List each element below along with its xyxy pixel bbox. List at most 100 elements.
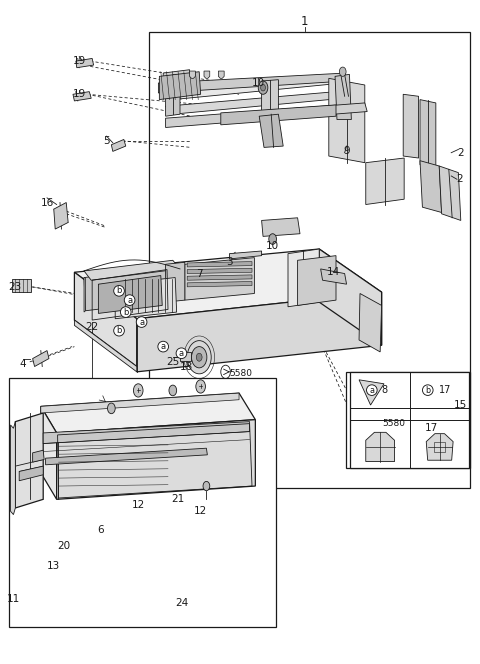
Text: 16: 16 xyxy=(40,197,54,208)
Polygon shape xyxy=(166,92,343,114)
Text: 5580: 5580 xyxy=(382,419,405,428)
Text: a: a xyxy=(369,386,374,394)
Text: 11: 11 xyxy=(7,594,20,604)
Polygon shape xyxy=(11,422,15,515)
Polygon shape xyxy=(137,292,382,372)
Circle shape xyxy=(339,67,346,76)
Polygon shape xyxy=(414,388,432,412)
Polygon shape xyxy=(187,268,252,274)
Polygon shape xyxy=(298,256,336,305)
Polygon shape xyxy=(163,70,190,93)
Text: 2: 2 xyxy=(457,147,464,158)
Text: 18: 18 xyxy=(180,361,193,372)
Polygon shape xyxy=(84,267,174,311)
Text: 10: 10 xyxy=(252,78,265,88)
Bar xyxy=(149,32,470,488)
Text: 8: 8 xyxy=(382,385,388,395)
Polygon shape xyxy=(166,262,185,302)
Circle shape xyxy=(133,384,143,397)
Bar xyxy=(434,442,445,452)
Text: 22: 22 xyxy=(85,321,99,332)
Polygon shape xyxy=(54,203,68,229)
Polygon shape xyxy=(426,434,453,460)
Polygon shape xyxy=(359,293,382,352)
Text: 5: 5 xyxy=(103,135,110,146)
Text: b: b xyxy=(425,386,431,394)
Text: 14: 14 xyxy=(327,267,340,278)
Polygon shape xyxy=(166,103,367,127)
Text: 3: 3 xyxy=(226,257,233,268)
Circle shape xyxy=(196,380,205,393)
Text: 9: 9 xyxy=(343,146,350,157)
Circle shape xyxy=(196,353,202,361)
Text: a: a xyxy=(139,317,144,327)
Polygon shape xyxy=(33,450,44,462)
Text: 19: 19 xyxy=(72,89,86,100)
Text: 12: 12 xyxy=(132,499,145,510)
Text: 17: 17 xyxy=(440,385,452,395)
Text: 10: 10 xyxy=(266,240,279,251)
Circle shape xyxy=(108,403,115,414)
Polygon shape xyxy=(57,420,255,499)
Polygon shape xyxy=(319,249,382,345)
Polygon shape xyxy=(329,78,365,163)
Polygon shape xyxy=(366,432,395,461)
Polygon shape xyxy=(84,278,85,312)
Polygon shape xyxy=(359,380,384,405)
Polygon shape xyxy=(159,72,201,100)
Bar xyxy=(346,372,470,468)
Polygon shape xyxy=(84,260,180,280)
Bar xyxy=(350,372,469,468)
Polygon shape xyxy=(187,262,252,267)
Text: b: b xyxy=(116,326,122,335)
Text: a: a xyxy=(161,342,166,351)
Polygon shape xyxy=(439,166,461,220)
Text: 1: 1 xyxy=(301,15,309,28)
Text: 6: 6 xyxy=(97,525,104,535)
Polygon shape xyxy=(218,71,224,78)
Polygon shape xyxy=(166,76,343,100)
Polygon shape xyxy=(74,249,382,319)
Polygon shape xyxy=(111,139,126,151)
Text: 21: 21 xyxy=(171,494,184,505)
Text: 15: 15 xyxy=(454,400,468,410)
Text: a: a xyxy=(179,349,184,358)
Polygon shape xyxy=(46,448,207,465)
Polygon shape xyxy=(262,80,278,121)
Polygon shape xyxy=(204,71,210,78)
Circle shape xyxy=(187,341,211,374)
Polygon shape xyxy=(73,92,91,101)
Polygon shape xyxy=(98,276,162,313)
Polygon shape xyxy=(158,73,346,93)
Polygon shape xyxy=(288,249,319,307)
Text: 12: 12 xyxy=(194,506,207,517)
Polygon shape xyxy=(185,258,254,300)
Bar xyxy=(9,378,276,627)
Polygon shape xyxy=(76,58,94,68)
Text: 20: 20 xyxy=(57,540,70,551)
Text: b: b xyxy=(123,307,129,317)
Polygon shape xyxy=(166,74,180,116)
Text: 25: 25 xyxy=(166,357,180,367)
Circle shape xyxy=(261,84,265,91)
Polygon shape xyxy=(403,94,419,158)
Circle shape xyxy=(203,481,210,491)
Circle shape xyxy=(192,347,207,368)
Text: 19: 19 xyxy=(72,56,86,66)
Text: 24: 24 xyxy=(175,598,188,608)
Text: b: b xyxy=(116,286,122,295)
Polygon shape xyxy=(420,161,442,212)
Bar xyxy=(180,352,191,361)
Text: a: a xyxy=(127,295,132,305)
Polygon shape xyxy=(41,393,239,413)
Polygon shape xyxy=(41,393,255,433)
Bar xyxy=(12,279,31,292)
Polygon shape xyxy=(15,413,43,508)
Text: 23: 23 xyxy=(9,282,22,292)
Circle shape xyxy=(269,234,276,244)
Polygon shape xyxy=(262,218,300,236)
Polygon shape xyxy=(187,282,252,287)
Polygon shape xyxy=(221,105,336,125)
Polygon shape xyxy=(187,275,252,280)
Text: 4: 4 xyxy=(20,359,26,369)
